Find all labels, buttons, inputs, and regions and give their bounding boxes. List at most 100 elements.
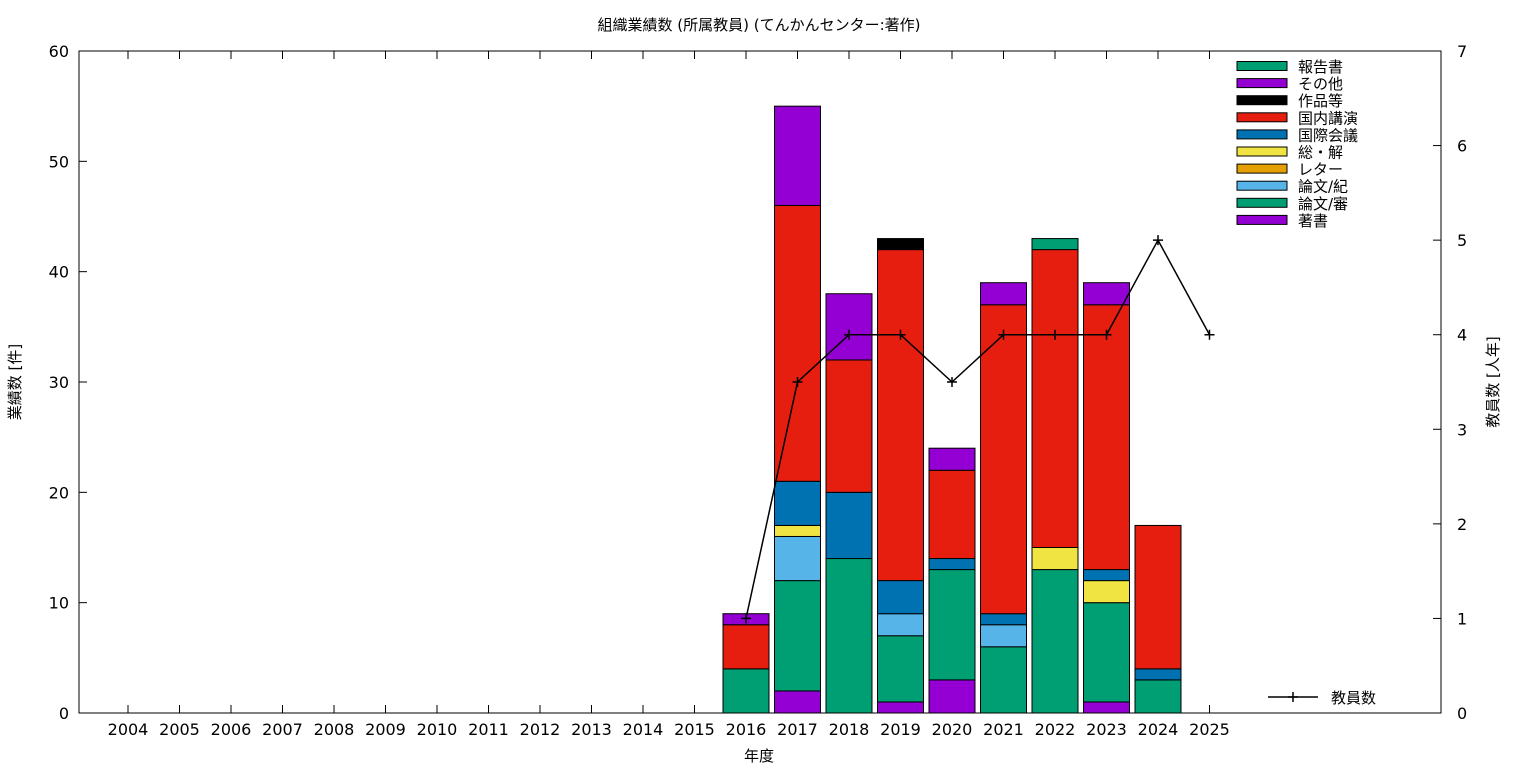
bar-segment	[928, 558, 976, 571]
faculty-point	[998, 329, 1009, 340]
x-tick-label: 2009	[365, 720, 406, 739]
legend-swatch	[1236, 146, 1288, 157]
bar-segment	[774, 204, 821, 482]
x-tick-label: 2015	[674, 720, 715, 739]
line-legend-label: 教員数	[1331, 689, 1376, 707]
bar-segment	[825, 359, 873, 493]
x-tick-label: 2018	[829, 720, 870, 739]
y2-axis-label: 教員数 [人年]	[1484, 336, 1502, 427]
x-tick-label: 2006	[211, 720, 252, 739]
y-axis-label: 業績数 [件]	[6, 344, 24, 420]
bar-segment	[1031, 547, 1079, 571]
x-tick-label: 2024	[1138, 720, 1179, 739]
bar-segment	[980, 304, 1027, 615]
bar-segment	[825, 558, 873, 714]
y-tick-labels: 0 10 20 30 40 50 60	[49, 42, 69, 723]
bar-segment	[774, 105, 821, 206]
y-tick-label: 0	[59, 704, 69, 723]
y2-tick-label: 7	[1457, 42, 1467, 61]
x-tick-label: 2004	[108, 720, 149, 739]
line-legend-marker	[1288, 692, 1298, 702]
legend-label: 著書	[1298, 212, 1328, 230]
x-tick-label: 2022	[1035, 720, 1076, 739]
y-tick-label: 10	[49, 594, 69, 613]
bar-segment	[1083, 580, 1130, 604]
bar-segment	[774, 690, 821, 714]
bar-segment	[928, 679, 976, 714]
x-tick-label: 2005	[159, 720, 200, 739]
bar-segment	[1083, 602, 1130, 703]
x-tick-label: 2010	[417, 720, 458, 739]
faculty-point	[1101, 329, 1112, 340]
faculty-point	[741, 613, 751, 624]
x-tick-label: 2016	[726, 720, 767, 739]
bar-segment	[877, 249, 924, 582]
legend-swatch	[1236, 214, 1288, 225]
chart-title: 組織業績数 (所属教員) (てんかんセンター:著作)	[597, 16, 920, 34]
y-tick-label: 30	[49, 373, 69, 392]
legend-label: 国際会議	[1298, 126, 1358, 144]
legend-label: 報告書	[1298, 58, 1343, 76]
legend-label: その他	[1298, 75, 1343, 93]
bar-segment	[877, 238, 924, 251]
y-tick-label: 40	[49, 263, 69, 282]
faculty-line	[741, 235, 1215, 624]
bar-segment	[1031, 249, 1079, 548]
x-tick-labels: 2004 2005 2006 2007 2008 2009 2010 2011 2012 2013…	[108, 720, 1230, 739]
x-tick-label: 2020	[932, 720, 973, 739]
legend-label: 論文/紀	[1298, 178, 1348, 196]
bar-segment	[980, 613, 1027, 626]
bar-segment	[722, 624, 770, 670]
plot-frame	[78, 50, 1442, 714]
bar-segment	[980, 646, 1027, 714]
bar-segment	[825, 491, 873, 560]
bar-segment	[928, 569, 976, 681]
x-tick-label: 2008	[314, 720, 355, 739]
y2-tick-label: 5	[1457, 231, 1467, 250]
x-tick-label: 2011	[468, 720, 509, 739]
bar-segment	[928, 447, 976, 471]
y-tick-label: 20	[49, 483, 69, 502]
bar-segment	[774, 480, 821, 526]
legend-label: 総・解	[1298, 144, 1343, 162]
y2-tick-label: 6	[1457, 137, 1467, 156]
legend-swatch	[1236, 163, 1288, 174]
bar-segment	[928, 469, 976, 560]
bar-segment	[1134, 524, 1182, 670]
legend-swatch	[1236, 95, 1288, 106]
x-tick-label: 2007	[262, 720, 303, 739]
faculty-point	[792, 377, 803, 387]
x-tick-label: 2019	[880, 720, 921, 739]
faculty-point	[947, 377, 957, 387]
bar-segment	[877, 635, 924, 703]
bar-segment	[877, 580, 924, 615]
faculty-point	[1050, 329, 1060, 340]
legend-swatch	[1236, 197, 1288, 208]
legend-swatch	[1236, 129, 1288, 140]
faculty-point	[844, 329, 854, 340]
bar-segment	[774, 535, 821, 582]
bars	[722, 105, 1182, 714]
x-tick-label: 2014	[623, 720, 664, 739]
bar-segment	[1134, 668, 1182, 681]
bar-segment	[1083, 701, 1130, 714]
bar-segment	[877, 613, 924, 637]
faculty-line-path	[745, 238, 1211, 619]
bar-segment	[980, 282, 1027, 306]
legend-swatch	[1236, 112, 1288, 123]
faculty-point	[1204, 329, 1215, 340]
y2-tick-label: 1	[1457, 609, 1467, 628]
y2-tick-label: 2	[1457, 515, 1467, 534]
bar-segment	[1031, 569, 1079, 714]
legend-swatch	[1236, 61, 1288, 71]
x-tick-label: 2025	[1189, 720, 1230, 739]
x-tick-label: 2017	[777, 720, 818, 739]
y-tick-label: 50	[49, 152, 69, 171]
x-tick-label: 2021	[983, 720, 1024, 739]
bar-segment	[1083, 304, 1130, 571]
y2-tick-label: 3	[1457, 420, 1467, 439]
bar-segment	[774, 580, 821, 692]
bar-segment	[877, 701, 924, 714]
